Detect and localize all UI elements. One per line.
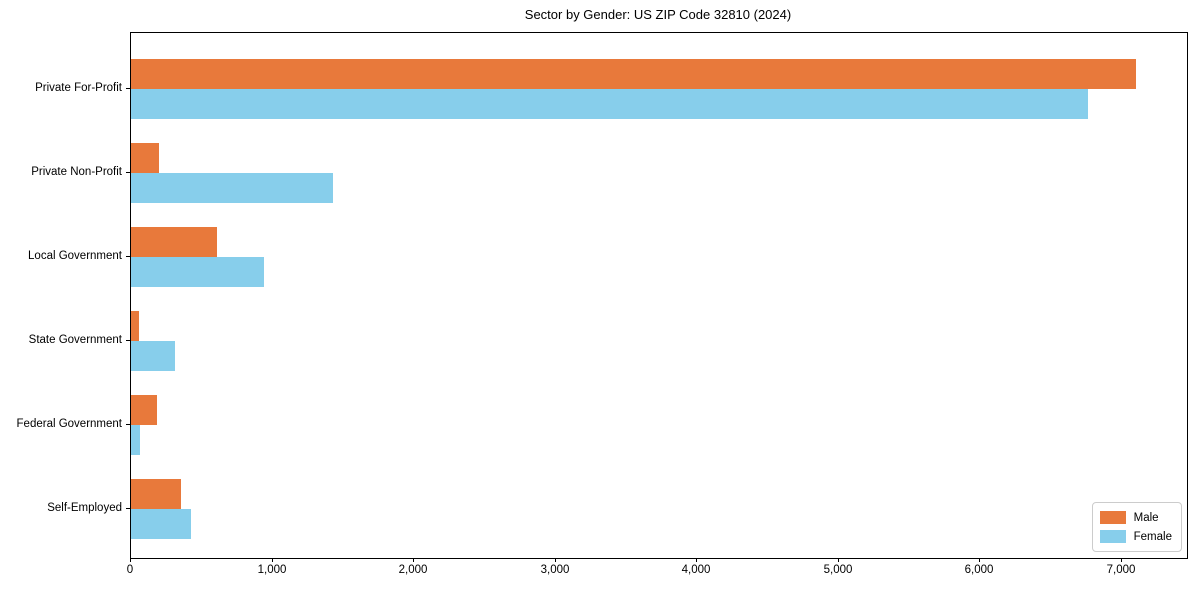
legend-entry-female: Female [1099,527,1172,546]
x-tick-mark [979,558,980,562]
bar-female-2 [131,257,264,287]
legend-swatch-male [1099,511,1126,524]
bar-male-0 [131,59,1136,89]
y-tick-label: Local Government [28,250,122,262]
x-tick-mark [696,558,697,562]
bar-female-5 [131,509,191,539]
legend-label: Male [1133,511,1159,524]
x-tick-label: 3,000 [540,564,570,576]
bar-male-3 [131,311,139,341]
y-tick-mark [126,256,130,257]
chart-title: Sector by Gender: US ZIP Code 32810 (202… [524,7,792,22]
x-tick-label: 0 [126,564,134,576]
legend-entry-male: Male [1099,508,1172,527]
y-tick-label: Self-Employed [47,502,122,514]
x-tick-mark [413,558,414,562]
x-tick-label: 7,000 [1106,564,1136,576]
legend: Male Female [1091,502,1182,552]
bar-male-2 [131,227,217,257]
y-tick-label: Federal Government [16,418,122,430]
bar-male-1 [131,143,159,173]
x-tick-label: 6,000 [964,564,994,576]
bar-female-0 [131,89,1088,119]
x-tick-label: 5,000 [823,564,853,576]
x-tick-mark [1121,558,1122,562]
y-tick-mark [126,340,130,341]
x-tick-label: 2,000 [398,564,428,576]
y-tick-mark [126,172,130,173]
bar-male-4 [131,395,157,425]
legend-label: Female [1133,530,1172,543]
bar-female-4 [131,425,140,455]
legend-swatch-female [1099,530,1126,543]
x-tick-label: 1,000 [257,564,287,576]
bar-male-5 [131,479,181,509]
bar-female-3 [131,341,175,371]
y-tick-label: Private For-Profit [35,82,122,94]
bar-female-1 [131,173,333,203]
y-tick-mark [126,424,130,425]
y-tick-mark [126,508,130,509]
x-tick-label: 4,000 [681,564,711,576]
plot-area: Male Female [130,32,1188,559]
x-tick-mark [555,558,556,562]
y-tick-label: Private Non-Profit [31,166,122,178]
y-tick-label: State Government [28,334,122,346]
y-tick-mark [126,88,130,89]
x-tick-mark [130,558,131,562]
x-tick-mark [838,558,839,562]
x-tick-mark [272,558,273,562]
